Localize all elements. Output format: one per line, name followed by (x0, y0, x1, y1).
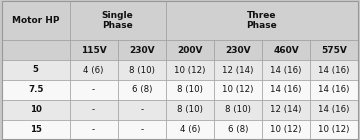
Text: 8 (10): 8 (10) (177, 85, 203, 94)
Bar (310, 100, 358, 120)
Text: 10 (12): 10 (12) (222, 85, 254, 94)
Bar (69, 80, 118, 100)
Text: 10 (12): 10 (12) (270, 125, 302, 134)
Bar (262, 40, 310, 60)
Text: 115V: 115V (81, 46, 107, 55)
Bar (118, 40, 166, 60)
Bar (310, 120, 358, 139)
Bar (262, 60, 310, 80)
Text: 460V: 460V (273, 46, 299, 55)
Bar (214, 80, 262, 100)
Bar (118, 80, 166, 100)
Text: 10 (12): 10 (12) (319, 125, 350, 134)
Text: -: - (140, 125, 143, 134)
Text: 6 (8): 6 (8) (228, 125, 248, 134)
Bar (310, 60, 358, 80)
Text: Three
Phase: Three Phase (247, 11, 277, 30)
Bar (69, 120, 118, 139)
Text: -: - (92, 125, 95, 134)
Text: -: - (92, 105, 95, 114)
Text: -: - (92, 85, 95, 94)
Text: 14 (16): 14 (16) (270, 85, 302, 94)
Bar (69, 100, 118, 120)
Bar (118, 60, 166, 80)
Bar (262, 120, 310, 139)
Text: 575V: 575V (321, 46, 347, 55)
Bar (214, 40, 262, 60)
Bar (2, 60, 69, 80)
Text: 8 (10): 8 (10) (177, 105, 203, 114)
Bar (2, 100, 69, 120)
Bar (118, 120, 166, 139)
Text: 4 (6): 4 (6) (180, 125, 200, 134)
Bar (166, 80, 214, 100)
Bar (2, 80, 69, 100)
Text: 14 (16): 14 (16) (319, 105, 350, 114)
Bar (262, 80, 310, 100)
Text: 14 (16): 14 (16) (319, 85, 350, 94)
Text: 6 (8): 6 (8) (131, 85, 152, 94)
Text: 10: 10 (30, 105, 42, 114)
Bar (2, 120, 69, 139)
Bar (262, 100, 310, 120)
Text: 230V: 230V (129, 46, 154, 55)
Text: 14 (16): 14 (16) (319, 66, 350, 74)
Bar (166, 60, 214, 80)
Bar (166, 40, 214, 60)
Bar (69, 1, 166, 40)
Text: Motor HP: Motor HP (12, 16, 59, 25)
Bar (118, 100, 166, 120)
Bar (166, 1, 358, 40)
Bar (214, 100, 262, 120)
Bar (69, 60, 118, 80)
Text: -: - (140, 105, 143, 114)
Text: Single
Phase: Single Phase (102, 11, 134, 30)
Bar (214, 120, 262, 139)
Text: 14 (16): 14 (16) (270, 66, 302, 74)
Text: 12 (14): 12 (14) (270, 105, 302, 114)
Bar (69, 40, 118, 60)
Text: 10 (12): 10 (12) (174, 66, 206, 74)
Text: 5: 5 (33, 66, 39, 74)
Text: 4 (6): 4 (6) (84, 66, 104, 74)
Text: 8 (10): 8 (10) (129, 66, 155, 74)
Text: 12 (14): 12 (14) (222, 66, 254, 74)
Text: 230V: 230V (225, 46, 251, 55)
Bar (310, 40, 358, 60)
Bar (2, 1, 69, 40)
Bar (310, 80, 358, 100)
Text: 8 (10): 8 (10) (225, 105, 251, 114)
Text: 7.5: 7.5 (28, 85, 43, 94)
Bar (166, 100, 214, 120)
Bar (166, 120, 214, 139)
Bar (2, 40, 69, 60)
Bar (214, 60, 262, 80)
Text: 200V: 200V (177, 46, 203, 55)
Text: 15: 15 (30, 125, 42, 134)
